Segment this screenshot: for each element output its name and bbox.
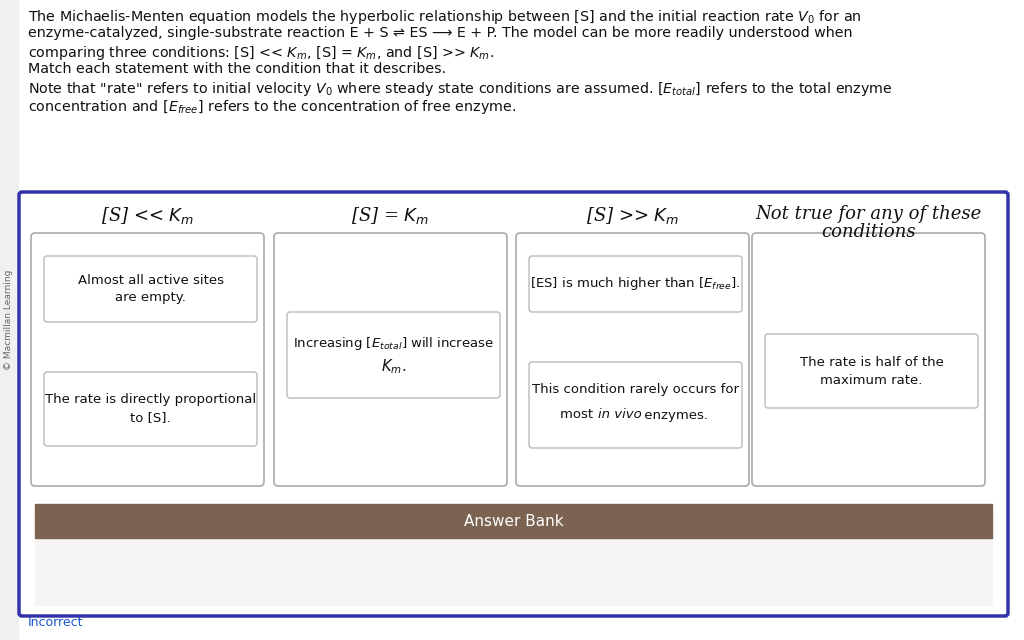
FancyBboxPatch shape <box>287 312 500 398</box>
Text: enzymes.: enzymes. <box>640 408 708 422</box>
Text: Incorrect: Incorrect <box>28 616 84 628</box>
Bar <box>0 0 18 640</box>
FancyBboxPatch shape <box>516 233 749 486</box>
Text: Answer Bank: Answer Bank <box>464 513 563 529</box>
FancyBboxPatch shape <box>529 362 742 448</box>
FancyBboxPatch shape <box>19 192 1008 616</box>
FancyBboxPatch shape <box>765 334 978 408</box>
Text: most: most <box>560 408 597 422</box>
FancyBboxPatch shape <box>752 233 985 486</box>
Text: This condition rarely occurs for: This condition rarely occurs for <box>532 383 739 396</box>
Text: Not true for any of these: Not true for any of these <box>756 205 982 223</box>
Text: concentration and [$E_{free}$] refers to the concentration of free enzyme.: concentration and [$E_{free}$] refers to… <box>28 98 516 116</box>
Text: Increasing [$E_{total}$] will increase: Increasing [$E_{total}$] will increase <box>293 335 494 351</box>
FancyBboxPatch shape <box>529 256 742 312</box>
Text: [S] << $K_m$: [S] << $K_m$ <box>101 205 195 226</box>
FancyBboxPatch shape <box>44 372 257 446</box>
FancyBboxPatch shape <box>274 233 507 486</box>
Text: in vivo: in vivo <box>597 408 641 422</box>
Text: Note that "rate" refers to initial velocity $V_0$ where steady state conditions : Note that "rate" refers to initial veloc… <box>28 80 893 98</box>
Text: [ES] is much higher than [$E_{free}$].: [ES] is much higher than [$E_{free}$]. <box>530 275 740 292</box>
FancyBboxPatch shape <box>31 233 264 486</box>
Text: [S] >> $K_m$: [S] >> $K_m$ <box>586 205 679 226</box>
Text: The rate is half of the
maximum rate.: The rate is half of the maximum rate. <box>800 355 943 387</box>
Text: Match each statement with the condition that it describes.: Match each statement with the condition … <box>28 62 446 76</box>
Text: The Michaelis-Menten equation models the hyperbolic relationship between [S] and: The Michaelis-Menten equation models the… <box>28 8 861 26</box>
Text: $K_m$.: $K_m$. <box>381 358 407 376</box>
Text: enzyme-catalyzed, single-substrate reaction E + S ⇌ ES ⟶ E + P. The model can be: enzyme-catalyzed, single-substrate react… <box>28 26 853 40</box>
Text: The rate is directly proportional
to [S].: The rate is directly proportional to [S]… <box>45 394 256 424</box>
Text: conditions: conditions <box>821 223 915 241</box>
Text: [S] = $K_m$: [S] = $K_m$ <box>351 205 430 226</box>
FancyBboxPatch shape <box>44 256 257 322</box>
Text: Almost all active sites
are empty.: Almost all active sites are empty. <box>78 273 223 305</box>
Text: © Macmillan Learning: © Macmillan Learning <box>4 270 13 370</box>
Text: comparing three conditions: [S] << $K_m$, [S] = $K_m$, and [S] >> $K_m$.: comparing three conditions: [S] << $K_m$… <box>28 44 494 62</box>
Bar <box>35 504 992 538</box>
Bar <box>35 538 992 605</box>
